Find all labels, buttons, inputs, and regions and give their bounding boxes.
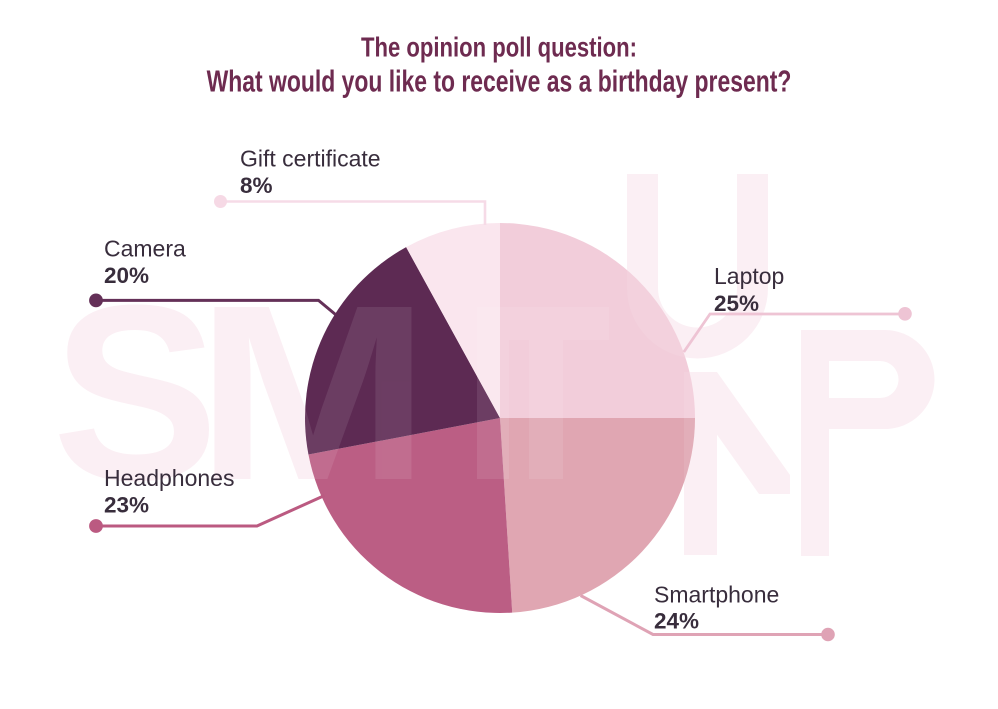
svg-text:Camera: Camera bbox=[104, 236, 186, 262]
svg-text:23%: 23% bbox=[104, 493, 149, 518]
svg-text:24%: 24% bbox=[654, 609, 699, 634]
svg-text:Gift certificate: Gift certificate bbox=[240, 146, 381, 172]
svg-text:The opinion poll question:: The opinion poll question: bbox=[361, 32, 637, 63]
svg-text:Laptop: Laptop bbox=[714, 263, 784, 289]
svg-text:Headphones: Headphones bbox=[104, 465, 234, 491]
svg-text:20%: 20% bbox=[104, 263, 149, 288]
svg-text:Smartphone: Smartphone bbox=[654, 582, 779, 608]
svg-text:What would you like to receive: What would you like to receive as a birt… bbox=[207, 63, 792, 98]
svg-text:8%: 8% bbox=[240, 173, 273, 198]
svg-text:25%: 25% bbox=[714, 291, 759, 316]
